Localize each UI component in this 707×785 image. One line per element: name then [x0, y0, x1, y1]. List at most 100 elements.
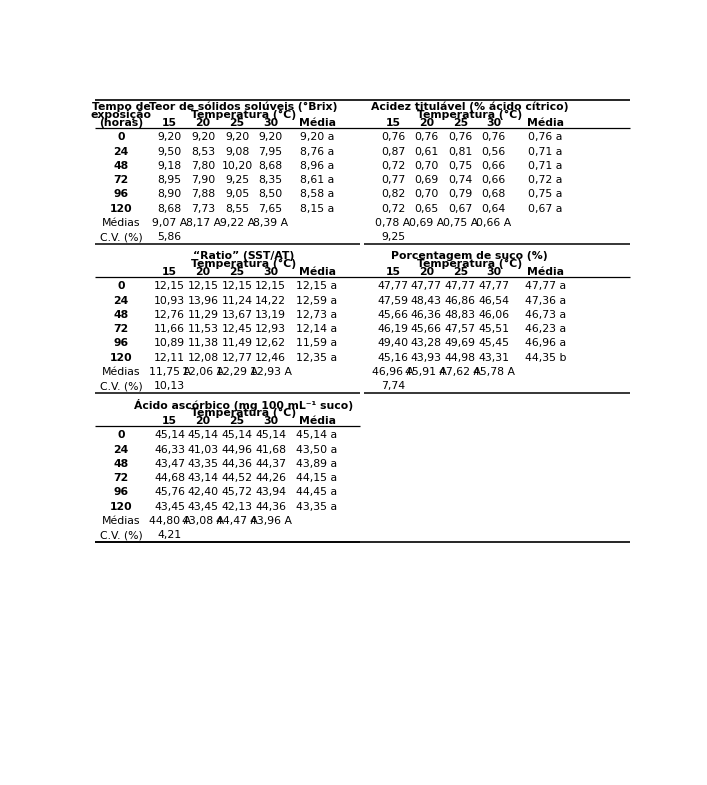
Text: 120: 120: [110, 352, 132, 363]
Text: 30: 30: [486, 268, 501, 277]
Text: 11,38: 11,38: [187, 338, 218, 349]
Text: 20: 20: [196, 119, 211, 129]
Text: 45,14 a: 45,14 a: [296, 430, 337, 440]
Text: 48: 48: [113, 161, 129, 171]
Text: Temperatura (°C): Temperatura (°C): [416, 259, 522, 269]
Text: 12,15: 12,15: [187, 281, 218, 291]
Text: 12,29 A: 12,29 A: [216, 367, 258, 377]
Text: 12,15: 12,15: [222, 281, 252, 291]
Text: 4,21: 4,21: [158, 530, 182, 540]
Text: 15: 15: [385, 119, 400, 129]
Text: 0,56: 0,56: [481, 147, 506, 156]
Text: 0,78 A: 0,78 A: [375, 217, 411, 228]
Text: 12,45: 12,45: [222, 324, 252, 334]
Text: 20: 20: [196, 417, 211, 426]
Text: Médias: Médias: [102, 516, 140, 526]
Text: C.V. (%): C.V. (%): [100, 232, 142, 242]
Text: 20: 20: [196, 268, 211, 277]
Text: 12,15 a: 12,15 a: [296, 281, 337, 291]
Text: 96: 96: [113, 487, 129, 497]
Text: 12,15: 12,15: [154, 281, 185, 291]
Text: 44,80 A: 44,80 A: [148, 516, 191, 526]
Text: 72: 72: [113, 473, 129, 483]
Text: 47,59: 47,59: [378, 296, 409, 305]
Text: 0,66: 0,66: [481, 161, 506, 171]
Text: 0,72: 0,72: [381, 161, 405, 171]
Text: 41,03: 41,03: [187, 444, 218, 455]
Text: Médias: Médias: [102, 217, 140, 228]
Text: 44,36: 44,36: [255, 502, 286, 512]
Text: 45,14: 45,14: [255, 430, 286, 440]
Text: 0,77: 0,77: [381, 175, 405, 185]
Text: 15: 15: [162, 417, 177, 426]
Text: 43,45: 43,45: [187, 502, 218, 512]
Text: Ácido ascórbico (mg 100 mL⁻¹ suco): Ácido ascórbico (mg 100 mL⁻¹ suco): [134, 399, 353, 411]
Text: 49,40: 49,40: [378, 338, 409, 349]
Text: 12,15: 12,15: [255, 281, 286, 291]
Text: 0,72: 0,72: [381, 203, 405, 214]
Text: 10,89: 10,89: [154, 338, 185, 349]
Text: 10,13: 10,13: [154, 381, 185, 391]
Text: 45,14: 45,14: [154, 430, 185, 440]
Text: 0,70: 0,70: [414, 189, 438, 199]
Text: Porcentagem de suco (%): Porcentagem de suco (%): [391, 250, 548, 261]
Text: 0,74: 0,74: [448, 175, 472, 185]
Text: 12,08: 12,08: [187, 352, 218, 363]
Text: 7,73: 7,73: [191, 203, 215, 214]
Text: 8,90: 8,90: [158, 189, 182, 199]
Text: 46,19: 46,19: [378, 324, 409, 334]
Text: 12,11: 12,11: [154, 352, 185, 363]
Text: 30: 30: [263, 417, 278, 426]
Text: 46,96 a: 46,96 a: [525, 338, 566, 349]
Text: 8,68: 8,68: [158, 203, 182, 214]
Text: 0,82: 0,82: [381, 189, 405, 199]
Text: 72: 72: [113, 324, 129, 334]
Text: 8,55: 8,55: [225, 203, 250, 214]
Text: 9,25: 9,25: [381, 232, 405, 242]
Text: 8,39 A: 8,39 A: [253, 217, 288, 228]
Text: 13,19: 13,19: [255, 310, 286, 319]
Text: 10,20: 10,20: [221, 161, 253, 171]
Text: 44,96: 44,96: [222, 444, 252, 455]
Text: 13,96: 13,96: [187, 296, 218, 305]
Text: 45,78 A: 45,78 A: [473, 367, 515, 377]
Text: 0,67 a: 0,67 a: [528, 203, 563, 214]
Text: 0,76: 0,76: [481, 133, 506, 142]
Text: 8,76 a: 8,76 a: [300, 147, 334, 156]
Text: 0,81: 0,81: [448, 147, 472, 156]
Text: “Ratio” (SST/AT): “Ratio” (SST/AT): [193, 250, 294, 261]
Text: 20: 20: [419, 268, 434, 277]
Text: 12,59 a: 12,59 a: [296, 296, 337, 305]
Text: 7,95: 7,95: [259, 147, 283, 156]
Text: 12,46: 12,46: [255, 352, 286, 363]
Text: 44,45 a: 44,45 a: [296, 487, 337, 497]
Text: 9,08: 9,08: [225, 147, 250, 156]
Text: 8,15 a: 8,15 a: [300, 203, 334, 214]
Text: 10,93: 10,93: [154, 296, 185, 305]
Text: 11,59 a: 11,59 a: [296, 338, 337, 349]
Text: 9,20: 9,20: [191, 133, 215, 142]
Text: 44,52: 44,52: [222, 473, 252, 483]
Text: 45,51: 45,51: [478, 324, 509, 334]
Text: 7,88: 7,88: [191, 189, 215, 199]
Text: 12,06 A: 12,06 A: [182, 367, 224, 377]
Text: 15: 15: [385, 268, 400, 277]
Text: 43,31: 43,31: [478, 352, 509, 363]
Text: 25: 25: [230, 417, 245, 426]
Text: 25: 25: [230, 119, 245, 129]
Text: 9,20: 9,20: [158, 133, 182, 142]
Text: 9,20 a: 9,20 a: [300, 133, 334, 142]
Text: 0,61: 0,61: [414, 147, 438, 156]
Text: 9,18: 9,18: [158, 161, 182, 171]
Text: 46,36: 46,36: [411, 310, 442, 319]
Text: 120: 120: [110, 203, 132, 214]
Text: 11,29: 11,29: [187, 310, 218, 319]
Text: 120: 120: [110, 502, 132, 512]
Text: Média: Média: [527, 119, 564, 129]
Text: 0,76: 0,76: [381, 133, 405, 142]
Text: 46,96 A: 46,96 A: [372, 367, 414, 377]
Text: 0,75 A: 0,75 A: [443, 217, 478, 228]
Text: 47,77: 47,77: [478, 281, 509, 291]
Text: 12,62: 12,62: [255, 338, 286, 349]
Text: 44,37: 44,37: [255, 458, 286, 469]
